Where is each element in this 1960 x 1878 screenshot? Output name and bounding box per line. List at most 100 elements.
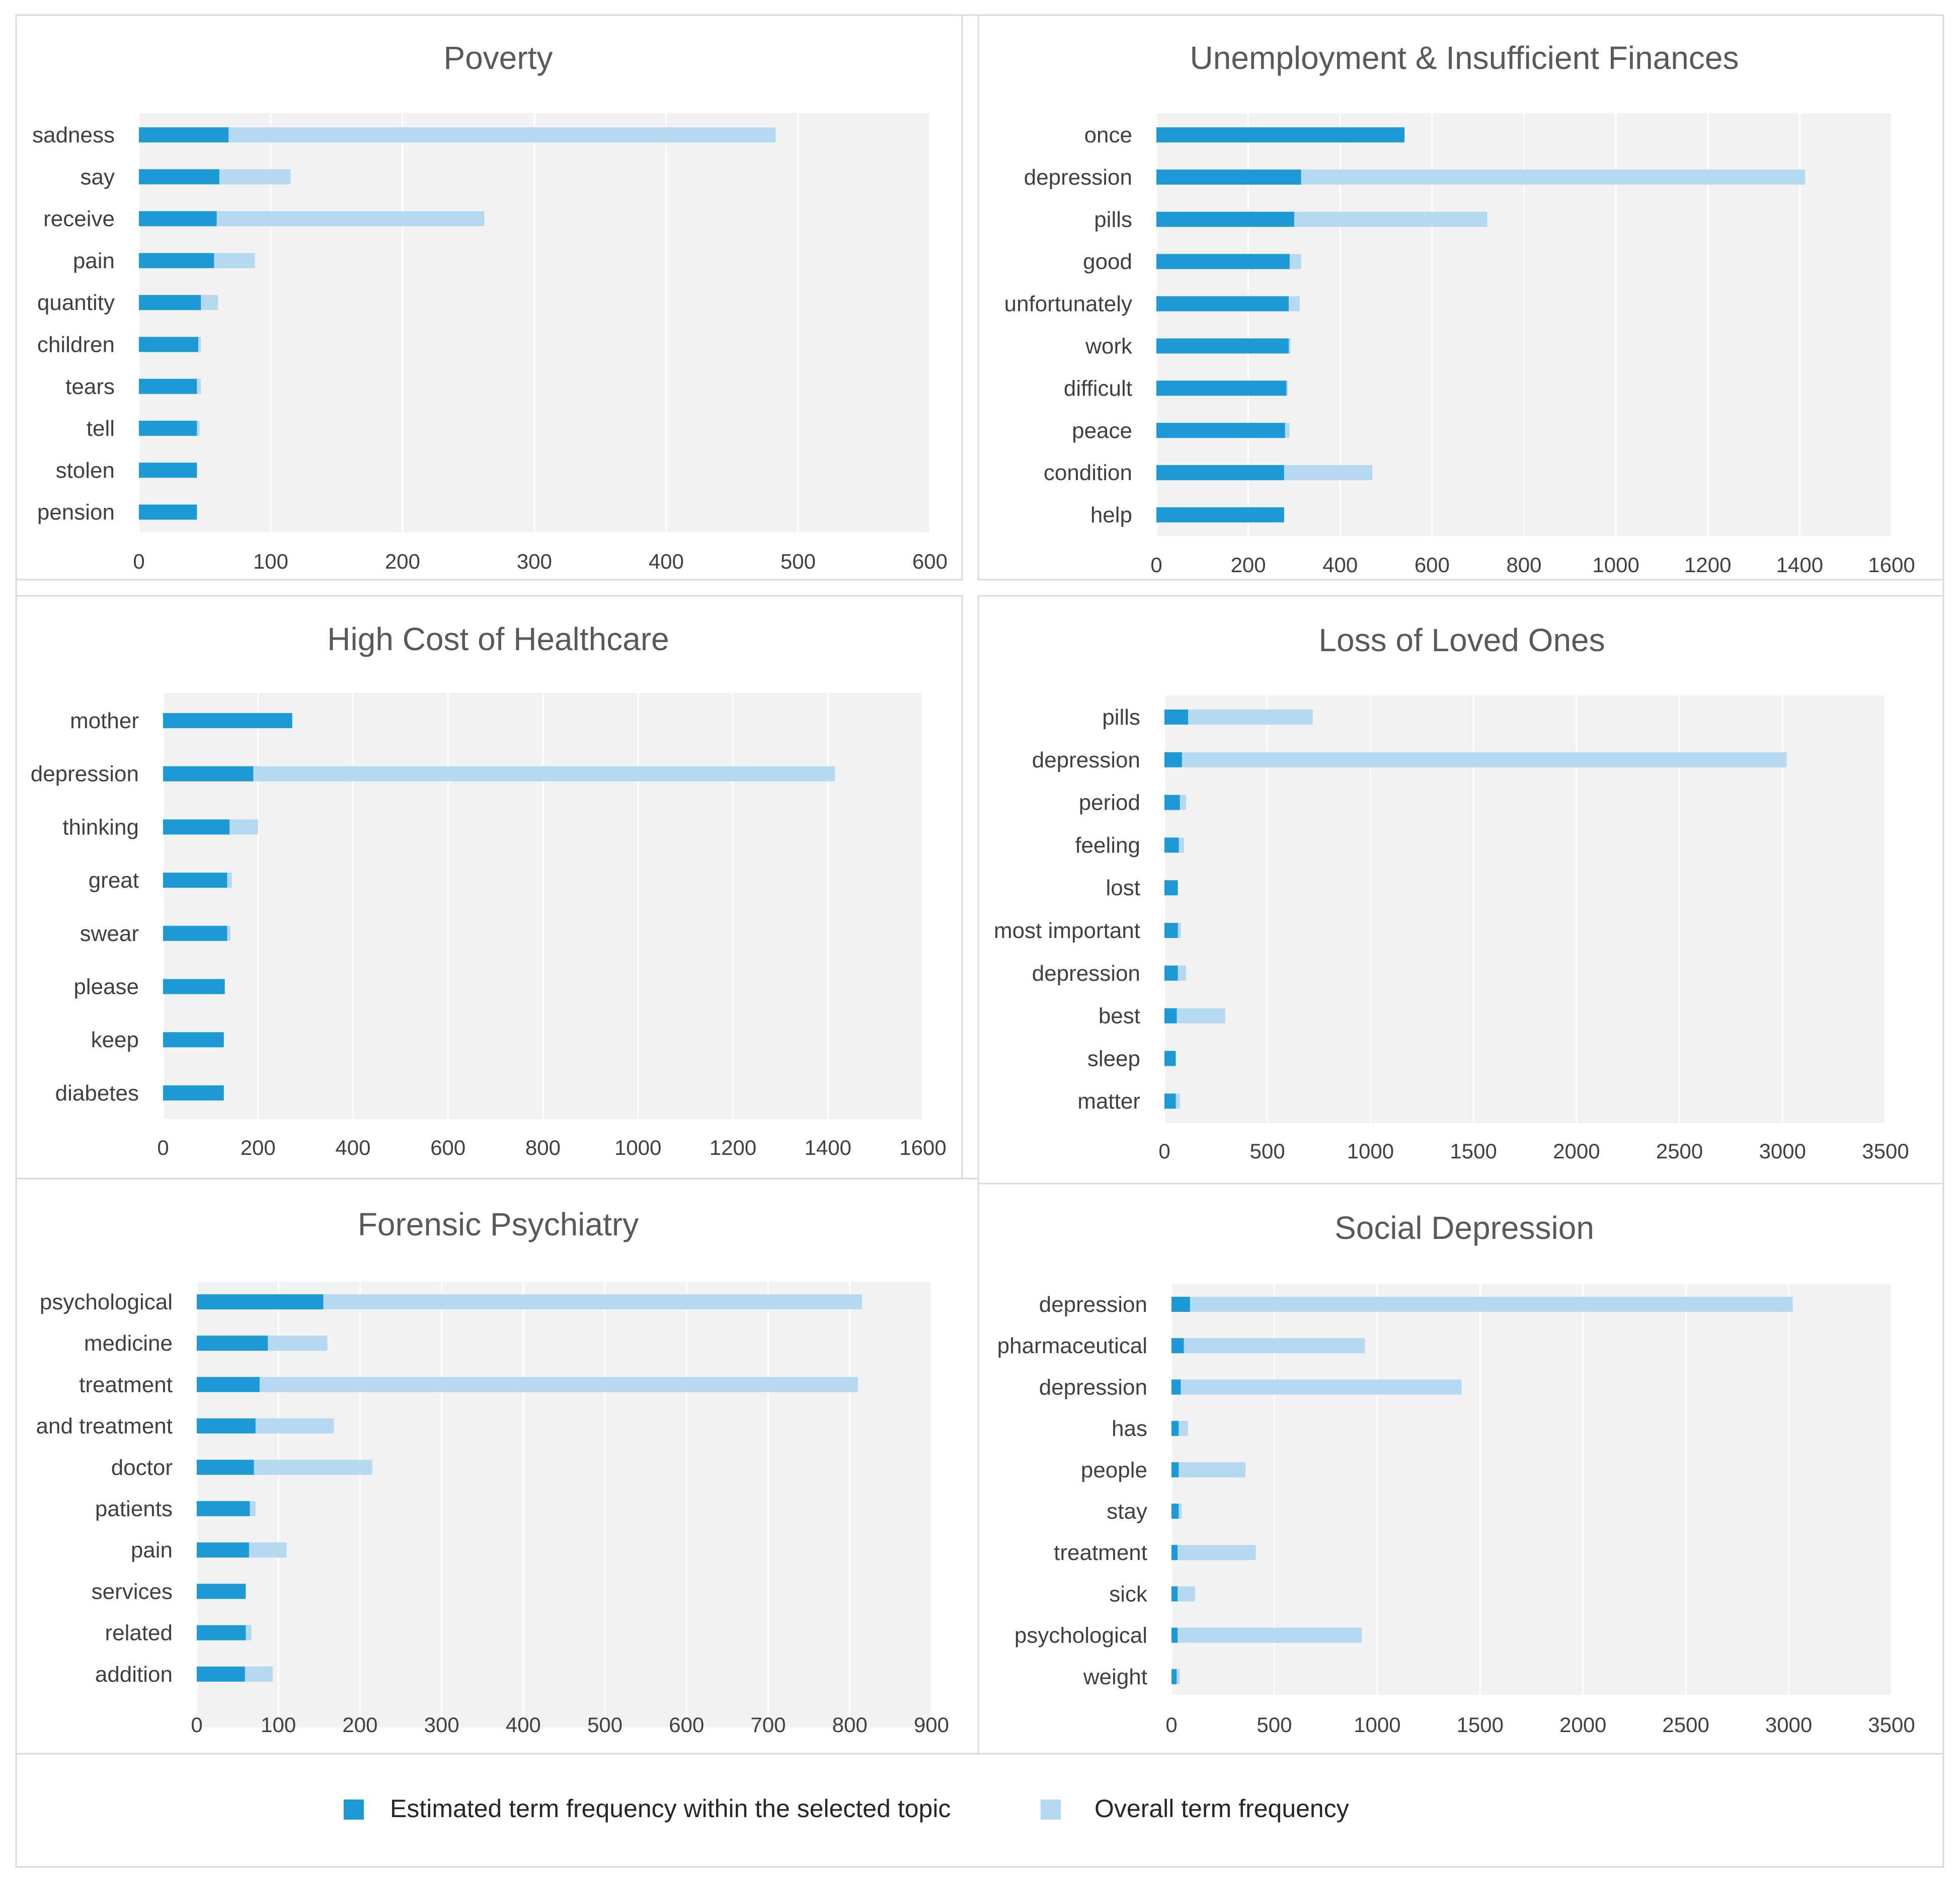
category-label: has: [1112, 1417, 1147, 1441]
bar-topic: [139, 337, 198, 352]
category-label: pills: [1102, 705, 1140, 730]
x-tick-label: 700: [751, 1713, 786, 1737]
category-label: services: [92, 1579, 173, 1604]
bar-topic: [1171, 1338, 1184, 1354]
bar-topic: [197, 1294, 324, 1309]
bar-topic: [1164, 880, 1178, 896]
x-tick-label: 0: [191, 1713, 202, 1737]
category-label: tell: [87, 416, 115, 441]
x-tick-label: 100: [253, 550, 288, 573]
bar-topic: [163, 1085, 224, 1101]
bar-topic: [1164, 752, 1182, 767]
chart-panel: 0 200 400 600 800 1000 1200 1400 1600 Unemploymen…: [977, 14, 1944, 581]
category-label: sick: [1109, 1582, 1148, 1606]
bar-overall: [197, 1377, 858, 1392]
bar-topic: [1171, 1421, 1179, 1436]
x-tick-label: 500: [780, 550, 816, 573]
x-tick-label: 0: [1158, 1139, 1170, 1163]
bar-topic: [197, 1584, 246, 1599]
x-tick-label: 500: [587, 1713, 622, 1737]
bar-topic: [163, 819, 230, 835]
bar-overall: [139, 127, 776, 142]
chart-title: Poverty: [444, 40, 553, 76]
legend-swatch-overall: [1041, 1799, 1061, 1820]
category-label: sadness: [32, 123, 115, 147]
category-label: help: [1090, 503, 1132, 527]
chart-panel: 0 100 200 300 400 500 600 Poverty sadness say rece…: [15, 14, 963, 581]
category-label: children: [37, 333, 115, 357]
x-tick-label: 400: [1322, 553, 1358, 577]
x-tick-label: 200: [241, 1136, 276, 1159]
bar-topic: [163, 925, 227, 941]
bar-topic: [1156, 507, 1284, 523]
bar-topic: [139, 127, 229, 142]
plot-area: [197, 1282, 931, 1728]
x-tick-label: 100: [261, 1713, 296, 1737]
bar-topic: [1164, 1051, 1176, 1066]
category-label: tears: [65, 374, 115, 399]
bar-topic: [1164, 923, 1178, 938]
bar-topic: [139, 504, 197, 520]
x-tick-label: 0: [1150, 553, 1162, 577]
bar-topic: [1156, 296, 1289, 311]
bar-topic: [1171, 1379, 1181, 1395]
category-label: great: [89, 868, 139, 893]
chart-panel: 0 100 200 300 400 500 600 700 800 900 Forensic Psy…: [15, 1178, 979, 1755]
category-label: stay: [1107, 1499, 1147, 1524]
bar-topic: [163, 713, 292, 728]
x-tick-label: 1000: [614, 1136, 661, 1159]
x-tick-label: 300: [424, 1713, 459, 1737]
x-tick-label: 1500: [1450, 1139, 1497, 1163]
category-label: keep: [91, 1028, 139, 1052]
x-tick-label: 800: [525, 1136, 561, 1159]
category-label: pills: [1094, 207, 1132, 232]
x-tick-label: 200: [342, 1713, 377, 1737]
bar-topic: [1156, 380, 1287, 396]
category-label: matter: [1077, 1089, 1140, 1114]
category-label: pain: [73, 249, 115, 273]
x-tick-label: 900: [914, 1713, 949, 1737]
x-tick-label: 1600: [1868, 553, 1915, 577]
bar-overall: [1171, 1462, 1246, 1477]
category-label: psychological: [1014, 1623, 1147, 1648]
x-tick-label: 600: [669, 1713, 704, 1737]
bar-topic: [197, 1418, 256, 1434]
x-tick-label: 600: [912, 550, 948, 573]
bar-topic: [1171, 1627, 1178, 1643]
category-label: most important: [994, 918, 1140, 943]
x-tick-label: 600: [1415, 553, 1450, 577]
x-tick-label: 1400: [805, 1136, 851, 1159]
bar-topic: [139, 211, 217, 226]
x-tick-label: 200: [1231, 553, 1266, 577]
category-label: psychological: [40, 1290, 173, 1314]
x-tick-label: 3500: [1862, 1139, 1909, 1163]
category-label: say: [81, 165, 115, 189]
legend-swatch-topic: [344, 1799, 364, 1820]
x-tick-label: 1200: [1684, 553, 1731, 577]
x-tick-label: 400: [649, 550, 684, 573]
category-label: please: [73, 975, 139, 999]
category-label: thinking: [62, 815, 139, 839]
bar-topic: [1164, 1008, 1177, 1024]
bar-topic: [197, 1459, 254, 1475]
category-label: people: [1081, 1458, 1147, 1482]
bar-topic: [139, 378, 197, 394]
bar-overall: [1164, 752, 1787, 767]
x-tick-label: 1500: [1457, 1713, 1504, 1737]
category-label: diabetes: [55, 1081, 139, 1106]
category-label: mother: [70, 709, 139, 733]
bar-topic: [139, 462, 197, 478]
x-tick-label: 1000: [1354, 1713, 1400, 1737]
category-label: difficult: [1064, 376, 1132, 401]
category-label: sleep: [1087, 1046, 1140, 1071]
x-tick-label: 1400: [1776, 553, 1823, 577]
bar-topic: [163, 873, 227, 888]
bar-topic: [139, 295, 201, 310]
bar-topic: [1164, 795, 1180, 810]
x-tick-label: 3500: [1868, 1713, 1915, 1737]
category-label: patients: [95, 1497, 173, 1521]
category-label: period: [1079, 791, 1140, 815]
bar-topic: [1164, 965, 1178, 981]
category-label: good: [1083, 250, 1132, 274]
bar-topic: [1156, 127, 1405, 142]
